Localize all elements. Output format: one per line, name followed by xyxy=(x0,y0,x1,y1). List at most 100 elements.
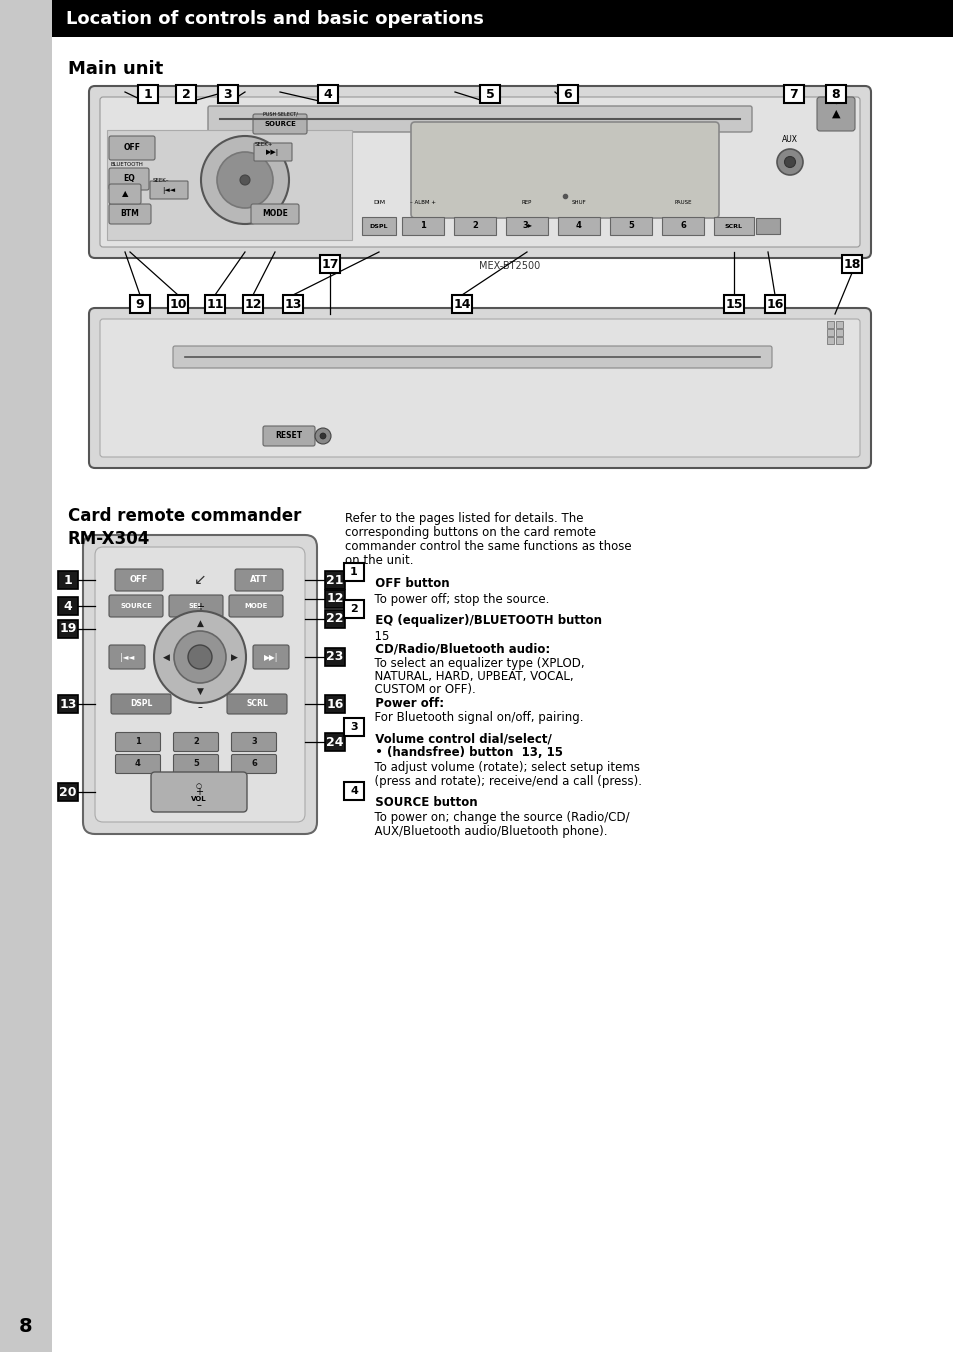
FancyBboxPatch shape xyxy=(169,595,223,617)
Text: OFF: OFF xyxy=(130,576,148,584)
Text: DIM: DIM xyxy=(373,200,385,204)
Text: DSPL: DSPL xyxy=(370,223,388,228)
FancyBboxPatch shape xyxy=(58,695,78,713)
FancyBboxPatch shape xyxy=(505,218,547,235)
Text: 1: 1 xyxy=(144,88,152,100)
FancyBboxPatch shape xyxy=(253,114,307,134)
FancyBboxPatch shape xyxy=(401,218,443,235)
Text: PUSH SELECT/: PUSH SELECT/ xyxy=(263,111,297,116)
Text: 3: 3 xyxy=(251,737,256,746)
Text: PAUSE: PAUSE xyxy=(674,200,691,204)
Text: 12: 12 xyxy=(326,592,343,606)
Text: • (handsfree) button  13, 15: • (handsfree) button 13, 15 xyxy=(367,745,562,758)
FancyBboxPatch shape xyxy=(109,595,163,617)
FancyBboxPatch shape xyxy=(138,85,158,103)
FancyBboxPatch shape xyxy=(723,295,743,314)
Text: ▲: ▲ xyxy=(122,189,128,199)
FancyBboxPatch shape xyxy=(58,621,78,638)
Text: 1: 1 xyxy=(135,737,141,746)
Text: RM-X304: RM-X304 xyxy=(68,530,151,548)
Circle shape xyxy=(153,611,246,703)
FancyBboxPatch shape xyxy=(325,695,345,713)
FancyBboxPatch shape xyxy=(109,137,154,160)
Text: ▼: ▼ xyxy=(196,687,203,695)
Text: SOURCE: SOURCE xyxy=(120,603,152,608)
FancyBboxPatch shape xyxy=(325,589,345,608)
FancyBboxPatch shape xyxy=(253,645,289,669)
FancyBboxPatch shape xyxy=(325,733,345,750)
Text: ○: ○ xyxy=(195,783,202,790)
FancyBboxPatch shape xyxy=(283,295,303,314)
Text: 22: 22 xyxy=(326,612,343,626)
FancyBboxPatch shape xyxy=(232,754,276,773)
Text: –: – xyxy=(197,702,202,713)
Text: 8: 8 xyxy=(831,88,840,100)
FancyBboxPatch shape xyxy=(205,295,225,314)
Text: 9: 9 xyxy=(135,297,144,311)
Text: NATURAL, HARD, UPBEAT, VOCAL,: NATURAL, HARD, UPBEAT, VOCAL, xyxy=(367,671,573,683)
Text: SHUF: SHUF xyxy=(571,200,586,204)
FancyBboxPatch shape xyxy=(253,143,292,161)
Text: –: – xyxy=(196,800,201,810)
Text: on the unit.: on the unit. xyxy=(345,554,413,566)
FancyBboxPatch shape xyxy=(251,204,298,224)
Circle shape xyxy=(240,174,250,185)
Text: 4: 4 xyxy=(576,222,581,230)
Text: BTM: BTM xyxy=(120,210,139,219)
FancyBboxPatch shape xyxy=(115,569,163,591)
FancyBboxPatch shape xyxy=(609,218,651,235)
Text: ▶▶|: ▶▶| xyxy=(266,149,279,155)
Text: 17: 17 xyxy=(321,257,338,270)
FancyBboxPatch shape xyxy=(325,648,345,667)
FancyBboxPatch shape xyxy=(227,694,287,714)
FancyBboxPatch shape xyxy=(95,548,305,822)
FancyBboxPatch shape xyxy=(173,733,218,752)
Text: To adjust volume (rotate); select setup items: To adjust volume (rotate); select setup … xyxy=(367,761,639,773)
Bar xyxy=(52,0,953,37)
FancyBboxPatch shape xyxy=(454,218,496,235)
Text: AUX: AUX xyxy=(781,135,797,145)
Text: 5: 5 xyxy=(193,760,199,768)
Text: 18: 18 xyxy=(842,257,860,270)
FancyBboxPatch shape xyxy=(764,295,784,314)
FancyBboxPatch shape xyxy=(58,598,78,615)
FancyBboxPatch shape xyxy=(168,295,188,314)
FancyBboxPatch shape xyxy=(100,319,859,457)
FancyBboxPatch shape xyxy=(115,733,160,752)
FancyBboxPatch shape xyxy=(234,569,283,591)
FancyBboxPatch shape xyxy=(109,184,141,204)
Text: ▶: ▶ xyxy=(231,653,237,661)
Text: MODE: MODE xyxy=(244,603,268,608)
Text: 4: 4 xyxy=(323,88,332,100)
FancyBboxPatch shape xyxy=(783,85,803,103)
Text: 2: 2 xyxy=(350,604,357,614)
Text: 2: 2 xyxy=(181,88,191,100)
Text: (press and rotate); receive/end a call (press).: (press and rotate); receive/end a call (… xyxy=(367,775,641,787)
Text: 4: 4 xyxy=(135,760,141,768)
Text: Power off:: Power off: xyxy=(367,698,444,710)
Text: 8: 8 xyxy=(19,1317,32,1337)
FancyBboxPatch shape xyxy=(317,85,337,103)
Circle shape xyxy=(216,151,273,208)
Text: 13: 13 xyxy=(284,297,301,311)
Text: 21: 21 xyxy=(326,573,343,587)
Bar xyxy=(835,320,842,329)
Text: 5: 5 xyxy=(485,88,494,100)
FancyBboxPatch shape xyxy=(175,85,195,103)
FancyBboxPatch shape xyxy=(218,85,237,103)
Text: ▶▶|: ▶▶| xyxy=(264,653,278,661)
FancyBboxPatch shape xyxy=(150,181,188,199)
Text: BLUETOOTH: BLUETOOTH xyxy=(111,162,144,168)
Text: 4: 4 xyxy=(350,786,357,796)
Circle shape xyxy=(319,433,326,439)
FancyBboxPatch shape xyxy=(755,218,780,234)
FancyBboxPatch shape xyxy=(344,562,364,581)
Text: MEX-BT2500: MEX-BT2500 xyxy=(478,261,540,270)
Text: Refer to the pages listed for details. The: Refer to the pages listed for details. T… xyxy=(345,512,583,525)
Text: 5: 5 xyxy=(627,222,634,230)
FancyBboxPatch shape xyxy=(558,85,578,103)
FancyBboxPatch shape xyxy=(111,694,171,714)
Text: EQ: EQ xyxy=(123,174,134,184)
Text: SCRL: SCRL xyxy=(246,699,268,708)
FancyBboxPatch shape xyxy=(411,122,719,218)
